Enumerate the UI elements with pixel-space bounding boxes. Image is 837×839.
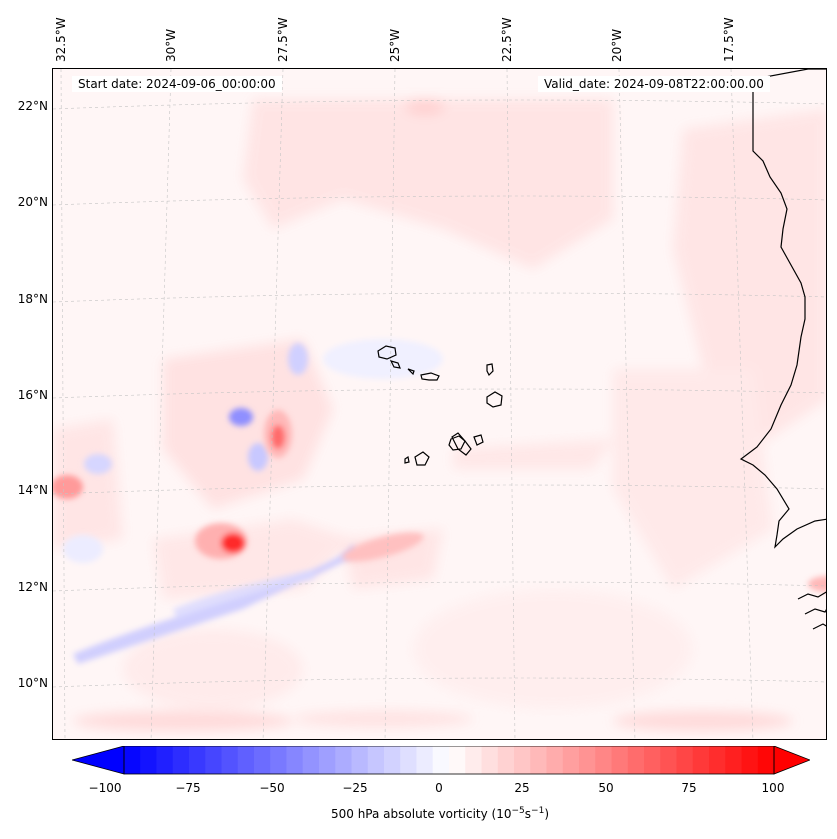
colorbar-segment: [514, 746, 531, 774]
colorbar-segments: [124, 746, 775, 774]
colorbar-segment: [692, 746, 710, 774]
colorbar-tick-25: 25: [514, 781, 530, 795]
colorbar-segment: [757, 746, 775, 774]
gridlines: [53, 69, 826, 739]
colorbar-segment: [124, 746, 141, 774]
colorbar-segment: [709, 746, 726, 774]
coastline: [739, 69, 826, 630]
colorbar-segment: [205, 746, 222, 774]
colorbar-tick-100: 100: [761, 781, 785, 795]
colorbar-label-exp1: −5: [511, 806, 525, 816]
lon-label-25w: 25°W: [388, 28, 402, 62]
colorbar-segment: [140, 746, 157, 774]
lon-label-30w: 30°W: [164, 28, 178, 62]
colorbar-segment: [595, 746, 612, 774]
lat-label-20n: 20°N: [17, 195, 48, 209]
colorbar-segment: [676, 746, 694, 774]
colorbar-segment: [449, 746, 466, 774]
lon-label-22-5w: 22.5°W: [500, 17, 514, 62]
colorbar-segment: [254, 746, 271, 774]
lon-label-32-5w: 32.5°W: [54, 17, 68, 62]
lon-label-27-5w: 27.5°W: [276, 17, 290, 62]
colorbar-segment: [221, 746, 239, 774]
lon-label-17-5w: 17.5°W: [722, 17, 736, 62]
colorbar-segment: [497, 746, 515, 774]
colorbar-tick-m50: −50: [259, 781, 285, 795]
colorbar-segment: [579, 746, 596, 774]
colorbar-label-exp2: −1: [531, 806, 545, 816]
colorbar-segment: [432, 746, 450, 774]
colorbar-segment: [465, 746, 482, 774]
colorbar-segment: [367, 746, 385, 774]
colorbar-segment: [562, 746, 580, 774]
colorbar-tick-50: 50: [598, 781, 614, 795]
colorbar-segment: [611, 746, 629, 774]
colorbar-tick-m100: −100: [88, 781, 122, 795]
valid-date-label: Valid_date: 2024-09-08T22:00:00.00: [538, 76, 770, 92]
colorbar-max-extend: [773, 746, 810, 775]
colorbar-segment: [384, 746, 401, 774]
colorbar-segment: [351, 746, 369, 774]
colorbar-segment: [335, 746, 352, 774]
vorticity-field-negative: [63, 339, 443, 664]
colorbar-segment: [530, 746, 547, 774]
lat-label-12n: 12°N: [17, 580, 48, 594]
colorbar-frame: [123, 746, 775, 775]
lat-label-16n: 16°N: [17, 388, 48, 402]
colorbar-segment: [481, 746, 499, 774]
start-date-label: Start date: 2024-09-06_00:00:00: [72, 76, 282, 92]
colorbar-segment: [286, 746, 304, 774]
colorbar-label-unit: s: [524, 807, 532, 821]
colorbar-label-end: ): [544, 807, 550, 821]
colorbar-tick-0: 0: [435, 781, 443, 795]
colorbar-segment: [546, 746, 564, 774]
colorbar-segment: [237, 746, 255, 774]
colorbar-segment: [156, 746, 174, 774]
vorticity-map[interactable]: [52, 68, 827, 740]
colorbar-segment: [660, 746, 677, 774]
vorticity-cores: [53, 410, 826, 592]
colorbar-label: 500 hPa absolute vorticity (10−5s−1): [0, 806, 837, 821]
lat-label-14n: 14°N: [17, 483, 48, 497]
colorbar: [72, 746, 810, 775]
colorbar-tick-m75: −75: [175, 781, 201, 795]
colorbar-tick-75: 75: [681, 781, 697, 795]
lon-label-20w: 20°W: [610, 28, 624, 62]
colorbar-segment: [172, 746, 190, 774]
colorbar-segment: [189, 746, 206, 774]
colorbar-segment: [741, 746, 759, 774]
colorbar-segment: [725, 746, 742, 774]
colorbar-segment: [302, 746, 320, 774]
lat-label-10n: 10°N: [17, 676, 48, 690]
colorbar-label-main: 500 hPa absolute vorticity (10: [330, 807, 512, 821]
colorbar-segment: [400, 746, 417, 774]
colorbar-segment: [270, 746, 287, 774]
colorbar-segment: [416, 746, 434, 774]
colorbar-min-extend: [72, 746, 125, 775]
map-canvas: [53, 69, 826, 739]
colorbar-tick-m25: −25: [342, 781, 368, 795]
lat-label-22n: 22°N: [17, 99, 48, 113]
colorbar-segment: [644, 746, 661, 774]
colorbar-segment: [319, 746, 336, 774]
cape-verde-islands: [377, 345, 503, 466]
colorbar-segment: [627, 746, 645, 774]
lat-label-18n: 18°N: [17, 292, 48, 306]
